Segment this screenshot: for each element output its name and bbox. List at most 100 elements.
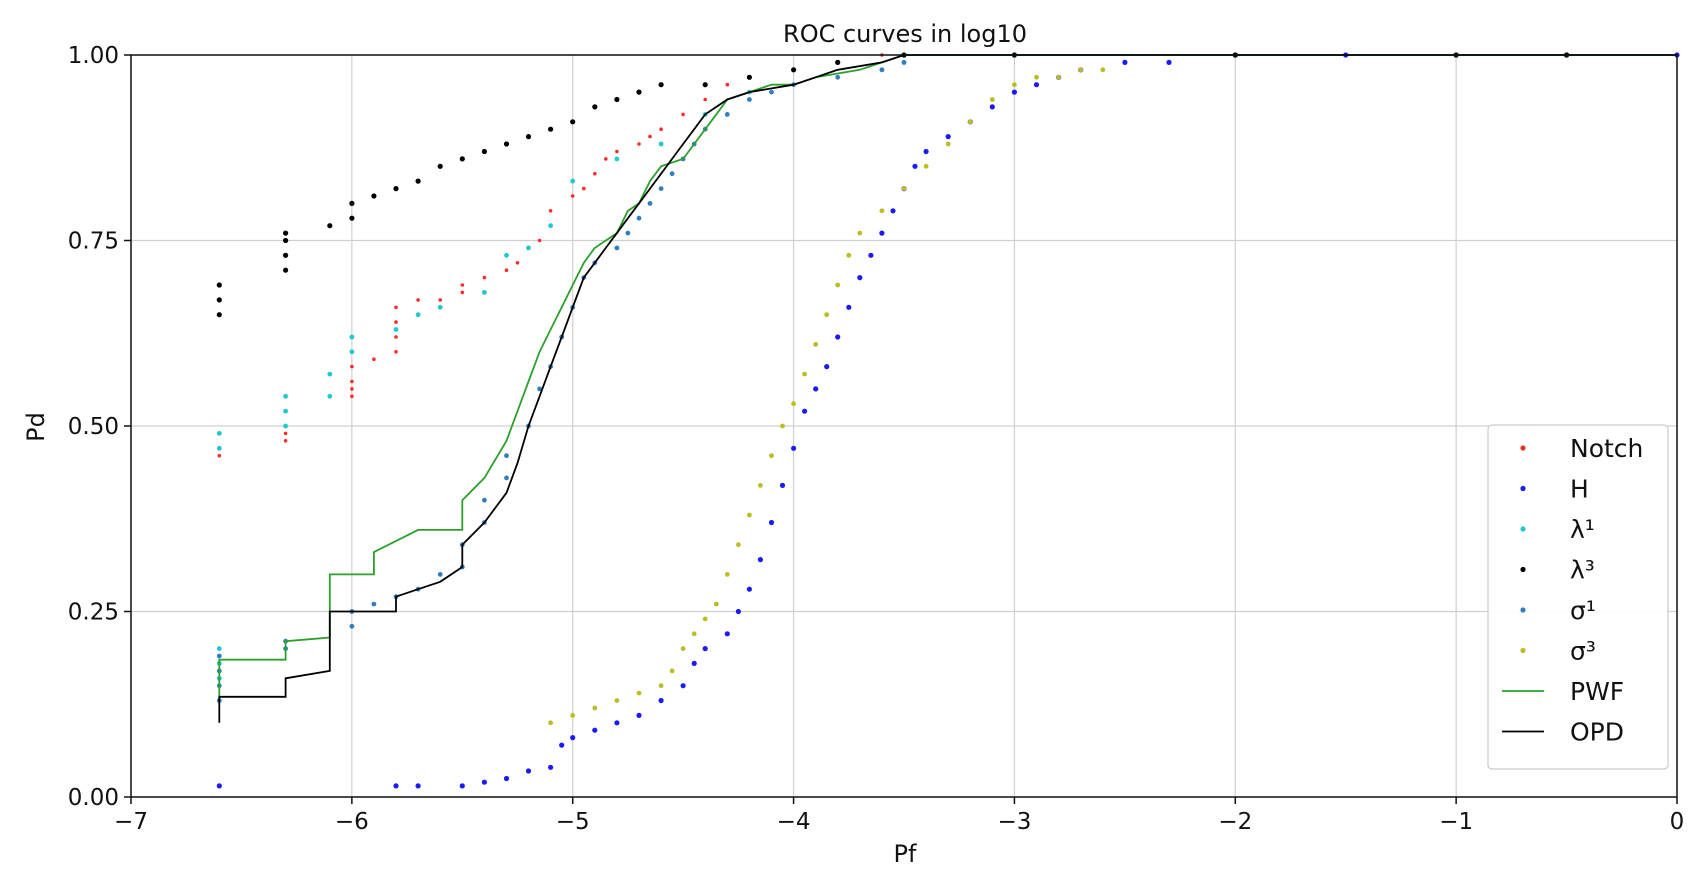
legend-item: σ¹ [1520,596,1596,625]
series-2 [216,60,907,681]
data-point [758,483,763,488]
data-point [1012,82,1017,88]
data-point [482,275,487,280]
data-point [415,312,421,318]
data-point [923,148,929,155]
data-point [802,371,807,377]
data-point [724,112,730,117]
legend-swatch [1520,485,1526,492]
data-point [481,148,487,155]
data-point [846,304,852,310]
data-point [283,230,289,236]
data-point [216,783,222,789]
data-point [393,327,399,332]
data-point [283,393,288,399]
data-point [216,646,222,651]
legend-swatch [1520,526,1526,532]
data-point [802,408,808,414]
y-tick-label: 0.50 [68,414,119,440]
legend-item: λ³ [1520,556,1595,585]
data-point [504,252,509,258]
legend-item: Notch [1520,434,1643,463]
data-point [371,193,377,199]
data-point [658,186,664,192]
data-point [592,727,598,733]
data-point [1034,74,1039,80]
data-point [216,653,222,659]
data-point [1011,89,1018,95]
data-point [691,660,697,667]
data-point [757,557,764,563]
data-point [570,735,576,741]
data-point [614,720,620,726]
data-point [912,163,918,169]
data-point [350,387,354,391]
data-point [857,230,863,236]
data-point [216,445,222,451]
data-point [791,401,796,407]
data-point [327,371,333,377]
data-point [327,393,333,399]
data-point [415,178,421,184]
legend-swatch [1520,445,1526,451]
data-point [604,157,608,161]
data-point [504,453,509,459]
data-point [989,104,995,110]
data-point [459,783,465,789]
data-point [967,119,973,125]
axis-ticks: −7 −6 −5 −4 −3 −2 −1 0 0.00 0.25 0.50 0.75 1.00 [68,43,1685,835]
x-tick-label: −1 [1439,809,1473,835]
data-point [525,768,532,774]
data-point [747,97,752,102]
series-6 [218,54,1677,701]
legend: Notch Hλ¹ λ³ σ¹ σ³ PWF OPD [1487,424,1669,770]
x-tick-label: −3 [997,809,1031,835]
data-point [713,601,719,607]
x-tick-label: −4 [777,809,811,835]
data-point [780,423,785,429]
data-point [216,282,222,288]
data-point [636,89,642,95]
data-point [349,349,355,355]
data-point [945,134,951,140]
data-point [548,720,553,726]
data-point [614,156,620,162]
data-point [537,386,542,392]
data-point [548,764,554,770]
legend-item: PWF [1502,677,1624,706]
data-point [614,245,620,251]
data-point [372,357,376,362]
legend-label: OPD [1570,718,1624,747]
data-point [890,208,896,214]
data-point [216,312,222,318]
data-point [813,342,819,347]
data-point [394,335,398,339]
data-point [481,779,487,785]
data-point [349,334,355,340]
x-tick-label: −6 [335,809,369,835]
data-point [283,408,288,414]
data-point [747,512,752,518]
series-7 [218,54,1677,723]
data-point [548,209,553,213]
data-point [283,267,289,273]
data-point [350,364,354,369]
chart-title: ROC curves in log10 [783,20,1027,48]
data-point [824,364,830,370]
legend-swatch [1520,566,1526,573]
data-point [658,82,664,88]
data-point [283,252,289,258]
data-point [989,97,995,102]
data-point [349,200,355,206]
series-line [218,54,1677,701]
data-point [504,268,509,273]
data-point [548,223,553,229]
data-point [349,215,355,221]
data-point [736,542,741,548]
series-0 [217,53,884,458]
data-point [680,683,686,689]
data-point [526,245,531,251]
data-point [779,482,786,488]
data-point [636,712,642,719]
legend-label: λ³ [1570,556,1595,585]
